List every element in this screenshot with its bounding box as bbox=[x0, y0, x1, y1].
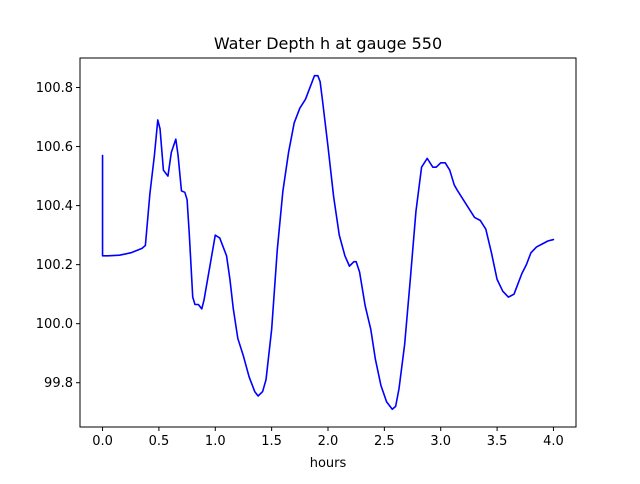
x-axis: 0.0 0.5 1.0 1.5 2.0 2.5 3.0 3.5 4.0 bbox=[92, 427, 564, 449]
chart-title: Water Depth h at gauge 550 bbox=[214, 34, 442, 53]
y-tick-label: 100.0 bbox=[36, 317, 73, 332]
data-line bbox=[101, 74, 555, 411]
x-tick-label: 2.5 bbox=[374, 434, 395, 449]
x-tick-label: 1.5 bbox=[261, 434, 282, 449]
x-tick-label: 0.0 bbox=[92, 434, 113, 449]
y-tick-label: 100.2 bbox=[36, 258, 73, 273]
x-tick-label: 3.5 bbox=[487, 434, 508, 449]
x-tick-label: 2.0 bbox=[318, 434, 339, 449]
y-tick-label: 100.4 bbox=[36, 199, 73, 214]
y-tick-label: 100.8 bbox=[36, 81, 73, 96]
y-tick-label: 100.6 bbox=[36, 140, 73, 155]
y-tick-label: 99.8 bbox=[44, 376, 73, 391]
x-tick-label: 4.0 bbox=[543, 434, 564, 449]
y-axis: 99.8 100.0 100.2 100.4 100.6 100.8 bbox=[36, 81, 80, 391]
x-tick-label: 0.5 bbox=[149, 434, 170, 449]
x-tick-label: 1.0 bbox=[205, 434, 226, 449]
x-axis-label: hours bbox=[310, 456, 347, 471]
x-tick-label: 3.0 bbox=[430, 434, 451, 449]
